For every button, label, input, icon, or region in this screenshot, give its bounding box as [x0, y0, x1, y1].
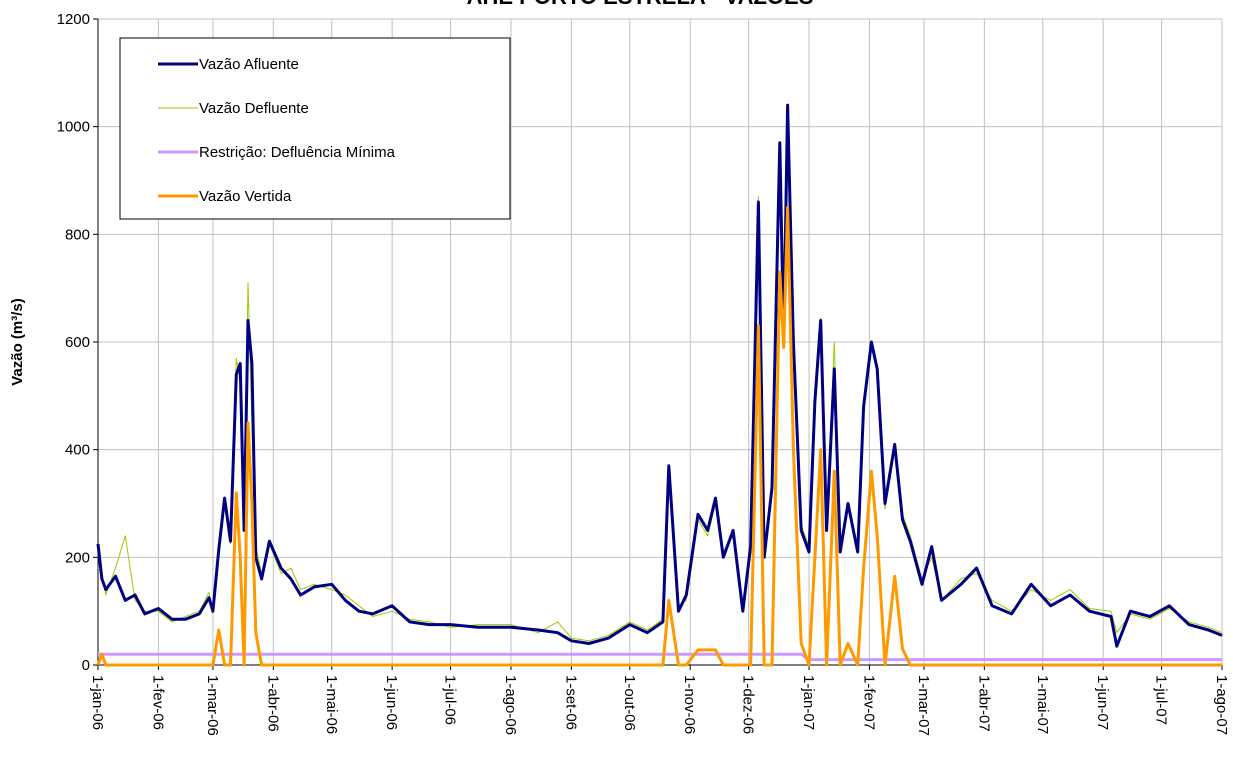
- x-tick-label: 1-mai-07: [1034, 675, 1051, 734]
- y-tick-label: 1200: [57, 11, 90, 28]
- x-tick-label: 1-jul-06: [442, 675, 459, 725]
- x-tick-label: 1-jun-07: [1094, 675, 1111, 730]
- x-tick-label: 1-mar-06: [204, 675, 221, 736]
- legend-label: Vazão Defluente: [199, 100, 309, 117]
- x-tick-label: 1-abr-07: [975, 675, 992, 732]
- x-tick-label: 1-jan-06: [89, 675, 106, 730]
- legend-label: Restrição: Defluência Mínima: [199, 144, 396, 161]
- legend-box: [119, 37, 511, 220]
- x-tick-label: 1-nov-06: [681, 675, 698, 734]
- x-tick-label: 1-out-06: [621, 675, 638, 731]
- x-tick-label: 1-mar-07: [915, 675, 932, 736]
- legend-label: Vazão Vertida: [199, 188, 292, 205]
- y-tick-label: 1000: [57, 119, 90, 136]
- y-axis-label: Vazão (m³/s): [9, 298, 26, 386]
- x-tick-label: 1-dez-06: [740, 675, 757, 734]
- legend-label: Vazão Afluente: [199, 56, 299, 73]
- x-tick-label: 1-jan-07: [800, 675, 817, 730]
- x-tick-label: 1-ago-06: [502, 675, 519, 735]
- y-tick-label: 400: [65, 442, 90, 459]
- x-tick-label: 1-abr-06: [264, 675, 281, 732]
- y-tick-label: 800: [65, 226, 90, 243]
- x-tick-label: 1-set-06: [562, 675, 579, 730]
- x-tick-label: 1-fev-06: [149, 675, 166, 730]
- chart-title: AHE PORTO ESTRELA - VAZÕES: [467, 0, 814, 9]
- series-line: [96, 103, 1223, 648]
- x-tick-label: 1-mai-06: [323, 675, 340, 734]
- x-tick-label: 1-fev-07: [860, 675, 877, 730]
- series-line: [96, 205, 1222, 667]
- y-tick-label: 200: [65, 549, 90, 566]
- x-tick-label: 1-jul-07: [1153, 675, 1170, 725]
- series-line: [98, 652, 1222, 662]
- x-tick-label: 1-ago-07: [1213, 675, 1230, 735]
- y-tick-label: 0: [82, 657, 90, 674]
- x-tick-label: 1-jun-06: [383, 675, 400, 730]
- y-tick-label: 600: [65, 334, 90, 351]
